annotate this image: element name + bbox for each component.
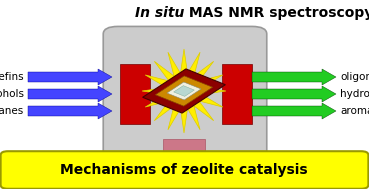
Text: olefins: olefins	[0, 72, 24, 82]
Bar	[163, 139, 205, 157]
FancyArrow shape	[252, 86, 336, 102]
Text: alcohols: alcohols	[0, 89, 24, 99]
Text: oligomers: oligomers	[340, 72, 369, 82]
Text: hydrocarbons: hydrocarbons	[340, 89, 369, 99]
Bar	[120, 64, 150, 124]
Polygon shape	[143, 69, 225, 113]
Text: In situ: In situ	[135, 6, 184, 20]
FancyArrow shape	[252, 69, 336, 85]
Text: aromatics: aromatics	[340, 106, 369, 116]
Bar	[222, 64, 252, 124]
Text: MAS NMR spectroscopy: MAS NMR spectroscopy	[184, 6, 369, 20]
Polygon shape	[174, 86, 194, 96]
Polygon shape	[142, 49, 226, 133]
FancyArrow shape	[28, 103, 112, 119]
Polygon shape	[167, 82, 201, 100]
Polygon shape	[155, 76, 213, 106]
FancyBboxPatch shape	[103, 26, 267, 167]
FancyArrow shape	[28, 69, 112, 85]
FancyArrow shape	[252, 103, 336, 119]
FancyBboxPatch shape	[1, 151, 368, 189]
Text: alkanes: alkanes	[0, 106, 24, 116]
FancyArrow shape	[159, 153, 209, 175]
FancyArrow shape	[28, 86, 112, 102]
Text: Mechanisms of zeolite catalysis: Mechanisms of zeolite catalysis	[60, 163, 308, 177]
